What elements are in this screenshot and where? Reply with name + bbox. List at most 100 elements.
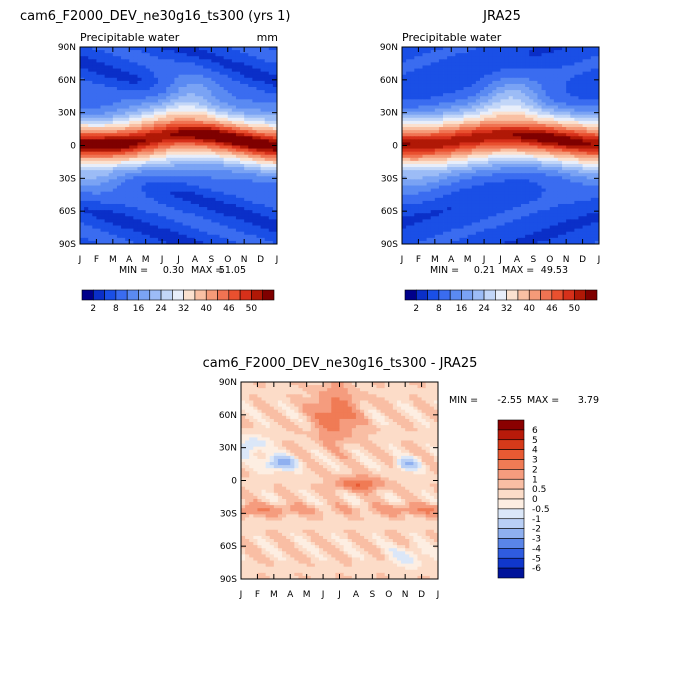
field-cell bbox=[484, 157, 489, 162]
field-cell bbox=[231, 148, 237, 153]
field-cell bbox=[104, 225, 110, 230]
field-cell bbox=[137, 176, 142, 180]
field-cell bbox=[223, 197, 229, 202]
field-cell bbox=[223, 117, 229, 122]
field-cell bbox=[116, 188, 122, 193]
field-cell bbox=[562, 117, 567, 122]
field-cell bbox=[203, 111, 208, 116]
field-cell bbox=[182, 47, 188, 51]
field-cell bbox=[199, 108, 204, 113]
field-cell bbox=[418, 68, 423, 73]
colorbar-box bbox=[115, 289, 128, 301]
field-cell bbox=[244, 123, 249, 128]
field-cell bbox=[488, 74, 493, 79]
field-cell bbox=[248, 71, 253, 76]
field-cell bbox=[447, 68, 452, 73]
field-cell bbox=[566, 130, 571, 134]
field-cell bbox=[112, 148, 118, 153]
field-cell bbox=[574, 130, 579, 134]
field-cell bbox=[227, 157, 233, 162]
field-cell bbox=[162, 170, 167, 174]
field-cell bbox=[84, 99, 89, 103]
field-cell bbox=[141, 182, 147, 186]
field-cell bbox=[100, 200, 106, 205]
field-cell bbox=[215, 197, 220, 202]
field-cell bbox=[260, 222, 266, 226]
field-cell bbox=[223, 237, 229, 242]
field-cell bbox=[199, 62, 204, 66]
field-cell bbox=[203, 145, 208, 149]
field-cell bbox=[422, 139, 428, 143]
field-cell bbox=[447, 59, 452, 63]
field-cell bbox=[272, 47, 278, 51]
field-cell bbox=[153, 139, 159, 143]
field-cell bbox=[475, 96, 481, 100]
field-cell bbox=[149, 108, 155, 113]
field-cell bbox=[430, 99, 436, 103]
field-cell bbox=[272, 219, 278, 223]
field-cell bbox=[199, 185, 204, 189]
field-cell bbox=[484, 71, 489, 76]
field-cell bbox=[268, 62, 274, 66]
field-cell bbox=[129, 157, 134, 162]
field-cell bbox=[174, 231, 179, 236]
field-cell bbox=[125, 237, 130, 242]
field-cell bbox=[422, 74, 428, 79]
field-cell bbox=[426, 148, 432, 153]
field-cell bbox=[463, 65, 469, 69]
field-cell bbox=[166, 105, 171, 109]
field-cell bbox=[190, 228, 196, 233]
field-cell bbox=[92, 123, 97, 128]
field-cell bbox=[438, 157, 444, 162]
field-cell bbox=[533, 99, 538, 103]
field-cell bbox=[244, 96, 249, 100]
field-cell bbox=[260, 56, 266, 60]
field-cell bbox=[566, 111, 571, 116]
field-cell bbox=[256, 222, 261, 226]
field-cell bbox=[574, 65, 579, 69]
field-cell bbox=[578, 59, 583, 63]
field-cell bbox=[162, 194, 167, 199]
field-cell bbox=[586, 93, 592, 97]
field-cell bbox=[178, 123, 183, 128]
field-cell bbox=[471, 154, 477, 159]
field-cell bbox=[484, 142, 489, 146]
field-cell bbox=[170, 225, 175, 230]
field-cell bbox=[162, 219, 167, 223]
field-cell bbox=[260, 154, 266, 159]
field-cell bbox=[157, 170, 163, 174]
field-cell bbox=[590, 151, 596, 156]
field-cell bbox=[203, 65, 208, 69]
field-cell bbox=[141, 120, 147, 125]
field-cell bbox=[414, 151, 419, 156]
field-cell bbox=[459, 53, 464, 57]
field-cell bbox=[500, 117, 505, 122]
field-cell bbox=[108, 151, 114, 156]
field-cell bbox=[410, 105, 415, 109]
field-cell bbox=[84, 197, 89, 202]
field-cell bbox=[215, 148, 220, 153]
field-cell bbox=[256, 133, 261, 137]
field-cell bbox=[182, 240, 188, 245]
field-cell bbox=[443, 50, 448, 54]
field-cell bbox=[149, 90, 155, 94]
field-cell bbox=[203, 71, 208, 76]
field-cell bbox=[537, 99, 542, 103]
field-cell bbox=[170, 234, 175, 239]
field-cell bbox=[244, 68, 249, 73]
field-cell bbox=[235, 163, 241, 168]
field-cell bbox=[203, 216, 208, 220]
field-cell bbox=[157, 114, 163, 119]
field-cell bbox=[153, 111, 159, 116]
field-cell bbox=[199, 142, 204, 146]
field-cell bbox=[145, 234, 151, 239]
field-cell bbox=[174, 127, 179, 131]
field-cell bbox=[219, 157, 225, 162]
field-cell bbox=[264, 219, 270, 223]
field-cell bbox=[145, 222, 151, 226]
field-cell bbox=[223, 142, 229, 146]
field-cell bbox=[525, 74, 530, 79]
field-cell bbox=[521, 142, 526, 146]
field-cell bbox=[586, 62, 592, 66]
field-cell bbox=[582, 74, 588, 79]
